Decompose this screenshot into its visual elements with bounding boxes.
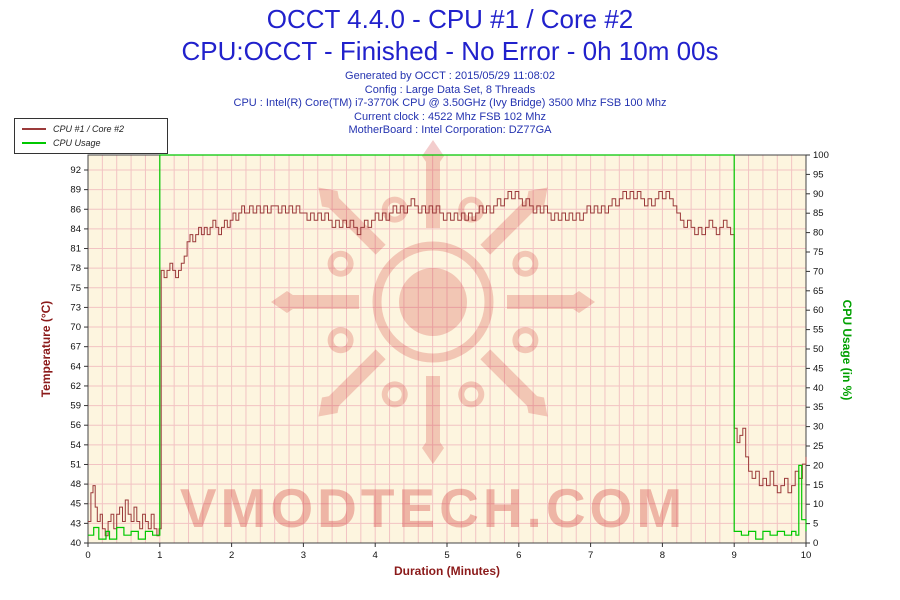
- usage-tick-label: 5: [813, 519, 818, 530]
- usage-tick-label: 50: [813, 344, 824, 355]
- usage-series-line: [88, 154, 807, 540]
- info-block: Generated by OCCT : 2015/05/29 11:08:02 …: [0, 70, 900, 138]
- usage-tick-label: 95: [813, 169, 824, 180]
- usage-tick-label: 20: [813, 460, 824, 471]
- temp-tick-label: 81: [70, 244, 81, 255]
- usage-tick-label: 55: [813, 325, 824, 336]
- legend: CPU #1 / Core #2 CPU Usage: [14, 118, 168, 154]
- info-cpu: CPU : Intel(R) Core(TM) i7-3770K CPU @ 3…: [233, 97, 667, 109]
- temp-tick-label: 54: [70, 440, 81, 451]
- info-motherboard: MotherBoard : Intel Corporation: DZ77GA: [348, 124, 552, 136]
- temp-tick-label: 56: [70, 420, 81, 431]
- usage-tick-label: 0: [813, 538, 818, 549]
- usage-tick-label: 60: [813, 305, 824, 316]
- watermark-emblem: [271, 140, 595, 464]
- legend-item-temperature: CPU #1 / Core #2: [15, 122, 167, 136]
- temp-tick-label: 62: [70, 381, 81, 392]
- usage-tick-label: 40: [813, 383, 824, 394]
- temp-tick-label: 84: [70, 224, 81, 235]
- temperature-series-line: [88, 191, 807, 537]
- legend-label-usage: CPU Usage: [53, 138, 101, 148]
- watermark-text: VMODTECH.COM: [180, 477, 686, 539]
- temp-tick-label: 75: [70, 283, 81, 294]
- x-tick-label: 4: [373, 550, 378, 561]
- x-tick-label: 7: [588, 550, 593, 561]
- page-subtitle: CPU:OCCT - Finished - No Error - 0h 10m …: [181, 36, 719, 66]
- usage-tick-label: 100: [813, 150, 829, 161]
- usage-tick-label: 65: [813, 286, 824, 297]
- usage-tick-label: 15: [813, 480, 824, 491]
- temp-tick-label: 92: [70, 165, 81, 176]
- x-tick-label: 6: [516, 550, 521, 561]
- x-tick-label: 8: [660, 550, 665, 561]
- x-tick-label: 0: [85, 550, 90, 561]
- x-tick-label: 5: [444, 550, 449, 561]
- temp-tick-label: 70: [70, 322, 81, 333]
- usage-tick-label: 25: [813, 441, 824, 452]
- temp-tick-label: 48: [70, 479, 81, 490]
- page-title: OCCT 4.4.0 - CPU #1 / Core #2: [266, 4, 634, 34]
- x-tick-label: 3: [301, 550, 306, 561]
- x-tick-label: 10: [801, 550, 812, 561]
- temp-tick-label: 51: [70, 459, 81, 470]
- temperature-line-swatch: [22, 128, 46, 130]
- temp-tick-label: 89: [70, 185, 81, 196]
- info-generated: Generated by OCCT : 2015/05/29 11:08:02: [345, 70, 555, 82]
- temp-tick-label: 59: [70, 401, 81, 412]
- usage-tick-label: 30: [813, 422, 824, 433]
- usage-tick-label: 85: [813, 208, 824, 219]
- y-axis-title-temperature: Temperature (°C): [39, 300, 53, 398]
- x-tick-label: 2: [229, 550, 234, 561]
- usage-line-swatch: [22, 142, 46, 144]
- legend-label-temperature: CPU #1 / Core #2: [53, 124, 125, 134]
- temp-tick-label: 86: [70, 204, 81, 215]
- y-axis-title-usage: CPU Usage (in %): [840, 299, 854, 401]
- usage-tick-label: 90: [813, 189, 824, 200]
- x-axis-title: Duration (Minutes): [394, 564, 500, 578]
- temp-tick-label: 78: [70, 263, 81, 274]
- x-tick-label: 9: [732, 550, 737, 561]
- usage-tick-label: 80: [813, 228, 824, 239]
- usage-tick-label: 35: [813, 402, 824, 413]
- x-tick-label: 1: [157, 550, 162, 561]
- info-config: Config : Large Data Set, 8 Threads: [364, 83, 536, 96]
- info-current-clock: Current clock : 4522 Mhz FSB 102 Mhz: [354, 110, 546, 123]
- usage-tick-label: 45: [813, 363, 824, 374]
- usage-tick-label: 10: [813, 499, 824, 510]
- temp-tick-label: 67: [70, 342, 81, 353]
- usage-tick-label: 75: [813, 247, 824, 258]
- temp-tick-label: 40: [70, 538, 81, 549]
- temp-tick-label: 43: [70, 518, 81, 529]
- axis-tick-labels: 4043454851545659626467707375788184868992…: [70, 150, 828, 561]
- usage-tick-label: 70: [813, 266, 824, 277]
- temp-tick-label: 64: [70, 361, 81, 372]
- temp-tick-label: 73: [70, 302, 81, 313]
- legend-item-usage: CPU Usage: [15, 136, 167, 150]
- temp-tick-label: 45: [70, 499, 81, 510]
